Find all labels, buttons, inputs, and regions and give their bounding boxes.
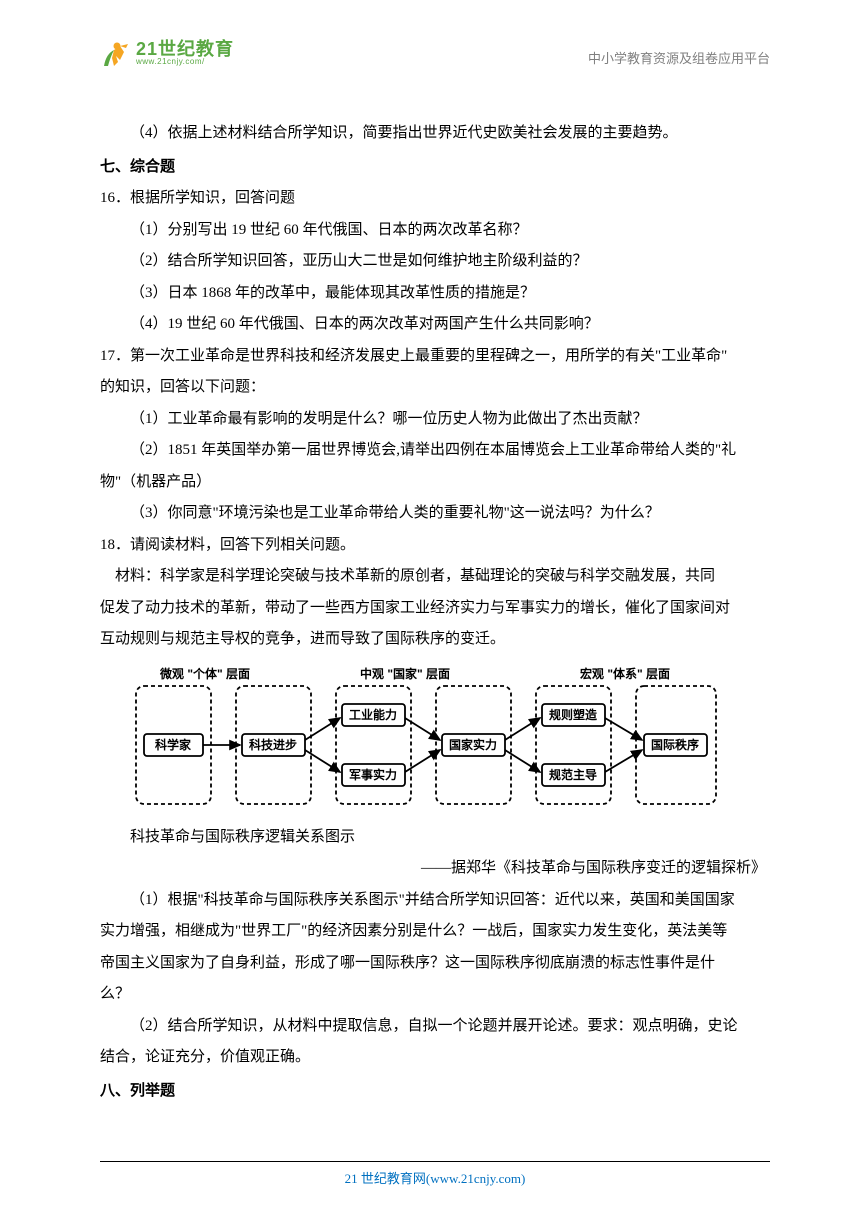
q17-3: （3）你同意"环境污染也是工业革命带给人类的重要礼物"这一说法吗？为什么？ <box>100 498 770 530</box>
q17-2b: 物"（机器产品） <box>100 467 770 499</box>
node-rules: 规则塑造 <box>549 707 598 722</box>
logo-text: 21世纪教育 www.21cnjy.com/ <box>136 40 234 66</box>
q18-1c: 帝国主义国家为了自身利益，形成了哪一国际秩序？这一国际秩序彻底崩溃的标志性事件是… <box>100 948 770 980</box>
q18-2a: （2）结合所学知识，从材料中提取信息，自拟一个论题并展开论述。要求：观点明确，史… <box>100 1011 770 1043</box>
q16-3: （3）日本 1868 年的改革中，最能体现其改革性质的措施是？ <box>100 278 770 310</box>
q16-4: （4）19 世纪 60 年代俄国、日本的两次改革对两国产生什么共同影响？ <box>100 309 770 341</box>
node-military: 军事实力 <box>349 767 397 782</box>
logo-icon <box>100 36 132 70</box>
q18-mat-b: 促发了动力技术的革新，带动了一些西方国家工业经济实力与军事实力的增长，催化了国家… <box>100 593 770 625</box>
logo-url-text: www.21cnjy.com/ <box>136 58 234 66</box>
q18-1a: （1）根据"科技革命与国际秩序关系图示"并结合所学知识回答：近代以来，英国和美国… <box>100 885 770 917</box>
q18-source: ——据郑华《科技革命与国际秩序变迁的逻辑探析》 <box>100 853 770 885</box>
page-footer: 21 世纪教育网(www.21cnjy.com) <box>100 1161 770 1188</box>
q17-intro-b: 的知识，回答以下问题： <box>100 372 770 404</box>
diagram-container: 微观 "个体" 层面 中观 "国家" 层面 宏观 "体系" 层面 科学家 科技进… <box>100 656 770 822</box>
q16-intro: 16．根据所学知识，回答问题 <box>100 183 770 215</box>
section-7-heading: 七、综合题 <box>100 152 770 184</box>
q18-intro: 18．请阅读材料，回答下列相关问题。 <box>100 530 770 562</box>
section-8-heading: 八、列举题 <box>100 1076 770 1108</box>
node-tech: 科技进步 <box>249 737 297 752</box>
q15-4: （4）依据上述材料结合所学知识，简要指出世界近代史欧美社会发展的主要趋势。 <box>100 118 770 150</box>
diag-header-mid: 中观 "国家" 层面 <box>360 666 450 681</box>
q18-caption: 科技革命与国际秩序逻辑关系图示 <box>100 822 770 854</box>
flowchart-diagram: 微观 "个体" 层面 中观 "国家" 层面 宏观 "体系" 层面 科学家 科技进… <box>130 666 730 816</box>
q18-2b: 结合，论证充分，价值观正确。 <box>100 1042 770 1074</box>
q18-1b: 实力增强，相继成为"世界工厂"的经济因素分别是什么？一战后，国家实力发生变化，英… <box>100 916 770 948</box>
logo-block: 21世纪教育 www.21cnjy.com/ <box>100 36 234 70</box>
diag-header-right: 宏观 "体系" 层面 <box>580 666 670 681</box>
node-scientist: 科学家 <box>155 737 192 752</box>
node-order: 国际秩序 <box>651 737 699 752</box>
q17-intro-a: 17．第一次工业革命是世界科技和经济发展史上最重要的里程碑之一，用所学的有关"工… <box>100 341 770 373</box>
node-industry: 工业能力 <box>349 707 397 722</box>
header-right-text: 中小学教育资源及组卷应用平台 <box>588 36 770 67</box>
q18-mat-c: 互动规则与规范主导权的竞争，进而导致了国际秩序的变迁。 <box>100 624 770 656</box>
q17-2a: （2）1851 年英国举办第一届世界博览会,请举出四例在本届博览会上工业革命带给… <box>100 435 770 467</box>
q16-2: （2）结合所学知识回答，亚历山大二世是如何维护地主阶级利益的？ <box>100 246 770 278</box>
node-norms: 规范主导 <box>549 767 597 782</box>
q18-mat-a: 材料：科学家是科学理论突破与技术革新的原创者，基础理论的突破与科学交融发展，共同 <box>100 561 770 593</box>
logo-cn-text: 21世纪教育 <box>136 40 234 58</box>
main-content: （4）依据上述材料结合所学知识，简要指出世界近代史欧美社会发展的主要趋势。 七、… <box>0 78 860 1107</box>
q18-1d: 么？ <box>100 979 770 1011</box>
footer-text: 21 世纪教育网(www.21cnjy.com) <box>345 1171 526 1186</box>
page-header: 21世纪教育 www.21cnjy.com/ 中小学教育资源及组卷应用平台 <box>0 0 860 78</box>
q16-1: （1）分别写出 19 世纪 60 年代俄国、日本的两次改革名称？ <box>100 215 770 247</box>
diag-header-left: 微观 "个体" 层面 <box>159 666 250 681</box>
q17-1: （1）工业革命最有影响的发明是什么？哪一位历史人物为此做出了杰出贡献？ <box>100 404 770 436</box>
node-power: 国家实力 <box>449 737 497 752</box>
